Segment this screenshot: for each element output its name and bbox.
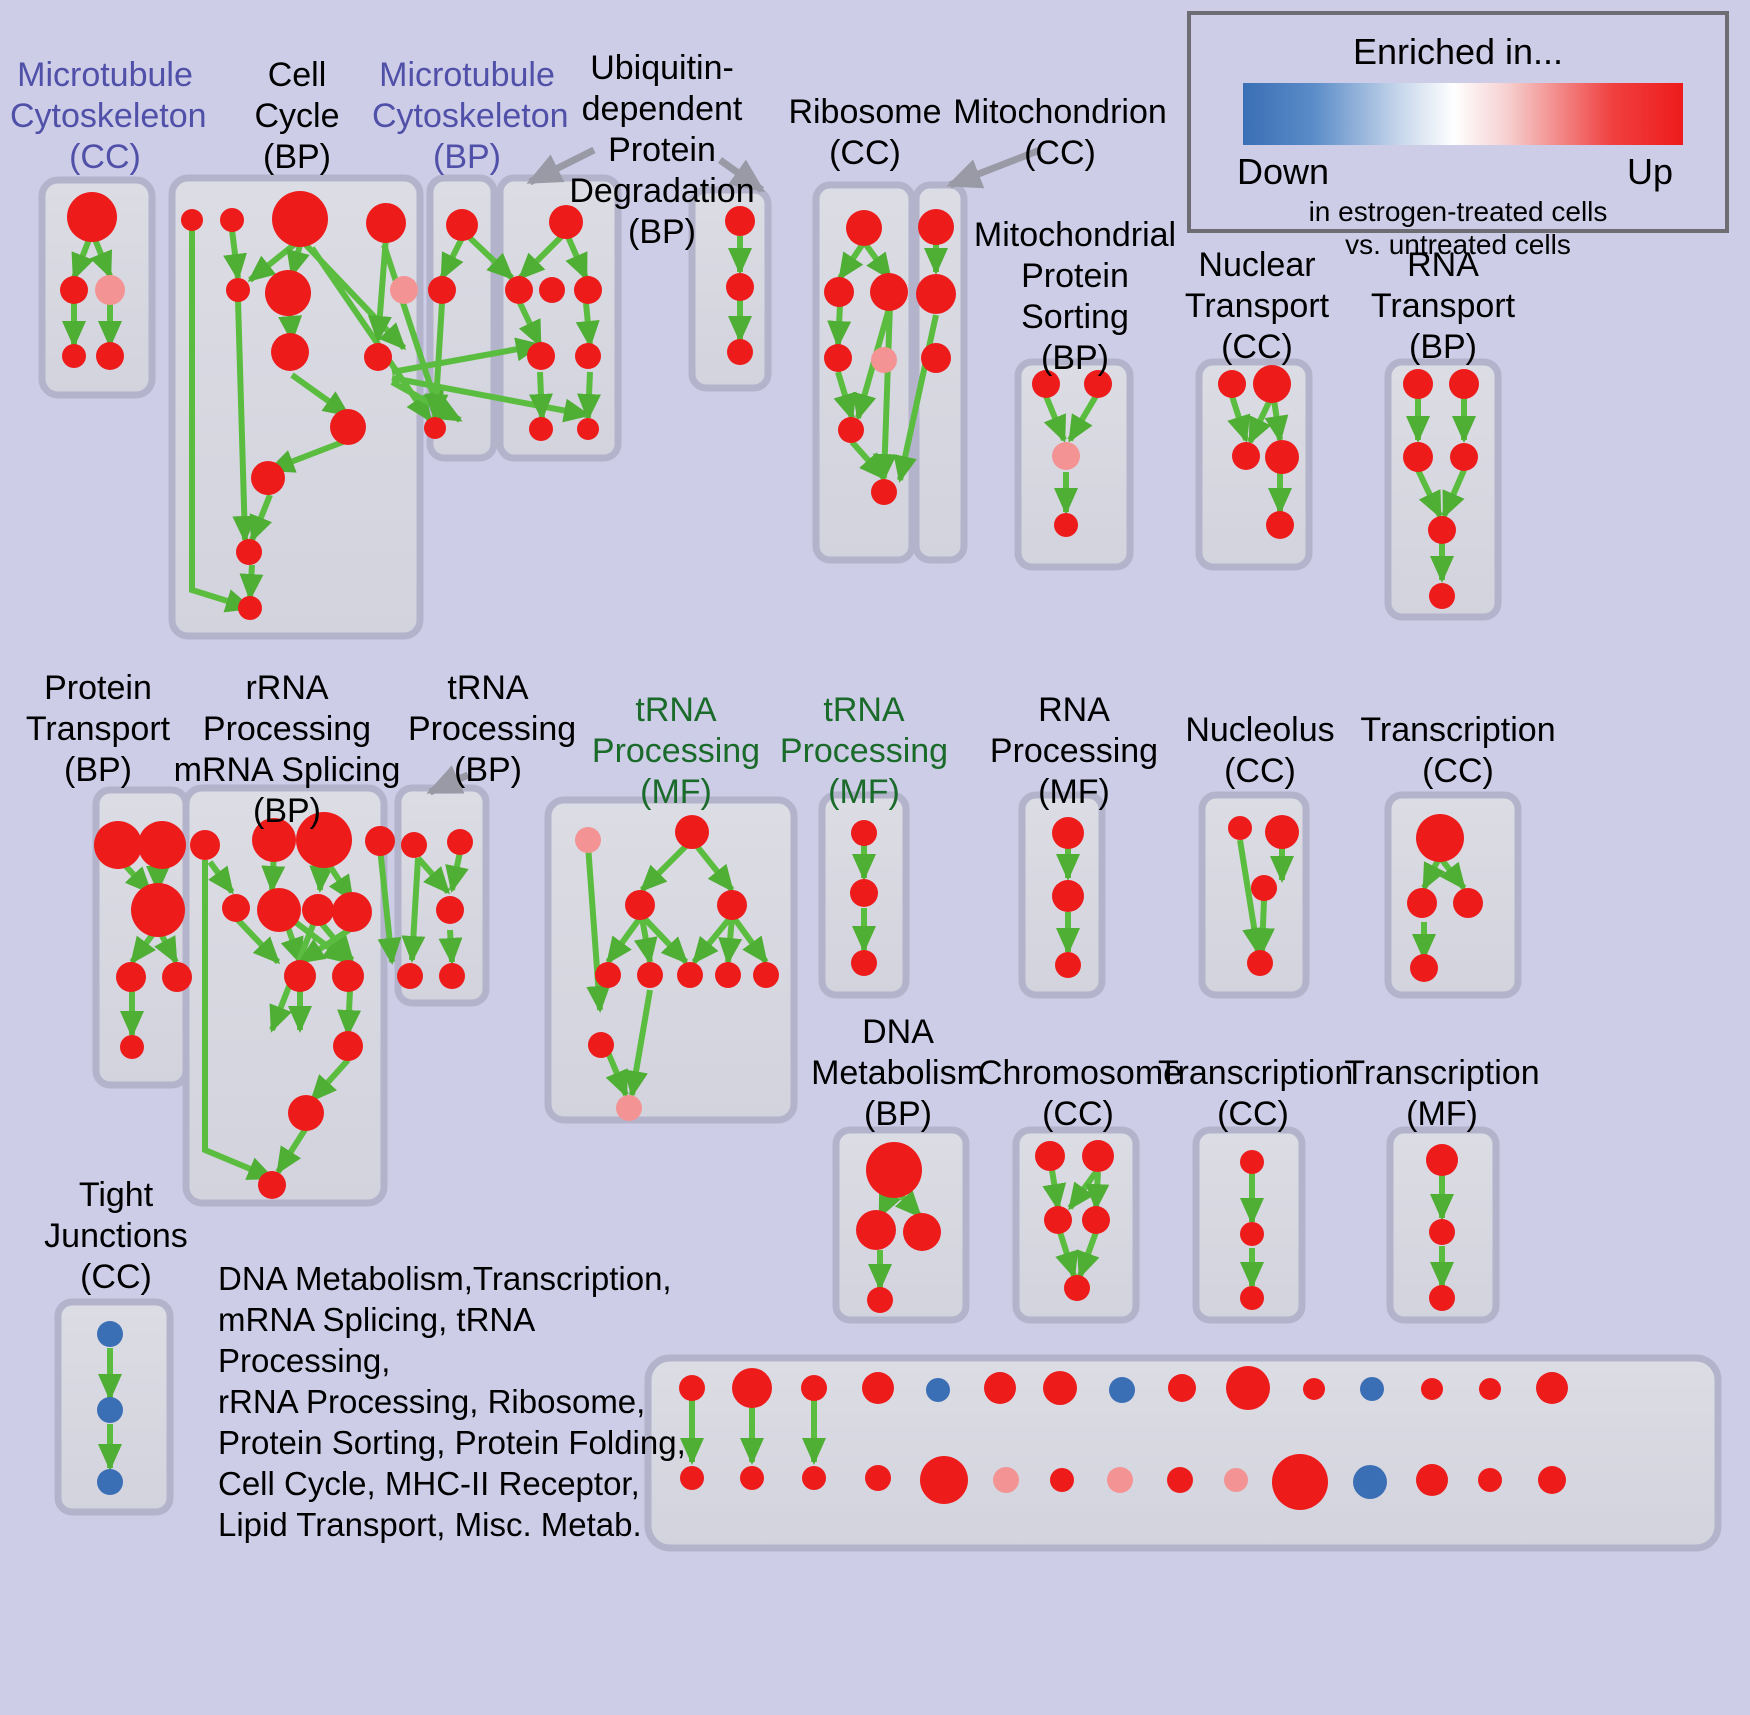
legend-title: Enriched in... bbox=[1352, 31, 1564, 72]
pointer-arrows bbox=[426, 146, 1042, 796]
cluster-label-transcription-cc-1: Transcription (CC) bbox=[1360, 711, 1556, 790]
cluster-label-trna-processing-mf-2: tRNA Processing (MF) bbox=[779, 691, 949, 811]
cluster-label-tight-junctions-cc: Tight Junctions (CC) bbox=[44, 1176, 188, 1296]
cluster-label-mitochondrial-protein-sorting-bp: Mitochondrial Protein Sorting (BP) bbox=[973, 216, 1177, 377]
cluster-label-nucleolus-cc: Nucleolus (CC) bbox=[1185, 711, 1335, 790]
legend-panel: Enriched in... Down Up in estrogen-treat… bbox=[1187, 11, 1729, 260]
cluster-label-transcription-cc-2: Transcription (CC) bbox=[1158, 1054, 1354, 1133]
cluster-label-trna-processing-mf-1: tRNA Processing (MF) bbox=[591, 691, 761, 811]
legend-up-label: Up bbox=[1626, 151, 1673, 192]
cluster-label-nuclear-transport-cc: Nuclear Transport (CC) bbox=[1184, 246, 1330, 366]
cluster-label-dna-metabolism-bp: DNA Metabolism (BP) bbox=[811, 1013, 985, 1133]
cluster-label-ribosome-cc: Ribosome (CC) bbox=[788, 93, 942, 172]
cluster-label-trna-processing-bp: tRNA Processing (BP) bbox=[408, 669, 577, 789]
cluster-label-rna-processing-mf: RNA Processing (MF) bbox=[989, 691, 1159, 811]
legend-down-label: Down bbox=[1237, 151, 1330, 192]
network-nodes bbox=[60, 191, 1568, 1510]
cluster-label-chromosome-cc: Chromosome (CC) bbox=[978, 1054, 1183, 1133]
cluster-label-cell-cycle-bp: Cell Cycle (BP) bbox=[254, 56, 340, 176]
cluster-label-microtubule-cytoskeleton-cc: Microtubule Cytoskeleton (CC) bbox=[10, 56, 207, 176]
cluster-label-rna-transport-bp: RNA Transport (BP) bbox=[1370, 246, 1516, 366]
cluster-label-microtubule-cytoskeleton-bp: Microtubule Cytoskeleton (BP) bbox=[372, 56, 569, 176]
cluster-label-mitochondrion-cc: Mitochondrion (CC) bbox=[953, 93, 1167, 172]
cluster-label-transcription-mf: Transcription (MF) bbox=[1344, 1054, 1540, 1133]
legend-subtitle: in estrogen-treated cells vs. untreated … bbox=[1308, 196, 1608, 260]
cluster-label-ubiquitin-dependent-protein-degradation-bp: Ubiquitin- dependent Protein Degradation… bbox=[569, 49, 755, 251]
legend-color-bar bbox=[1243, 83, 1683, 145]
misc-cluster-term-list: DNA Metabolism,Transcription, mRNA Splic… bbox=[218, 1260, 686, 1543]
cluster-label-rrna-processing-mrna-splicing-bp: rRNA Processing mRNA Splicing (BP) bbox=[173, 669, 401, 830]
cluster-label-protein-transport-bp: Protein Transport (BP) bbox=[25, 669, 171, 789]
